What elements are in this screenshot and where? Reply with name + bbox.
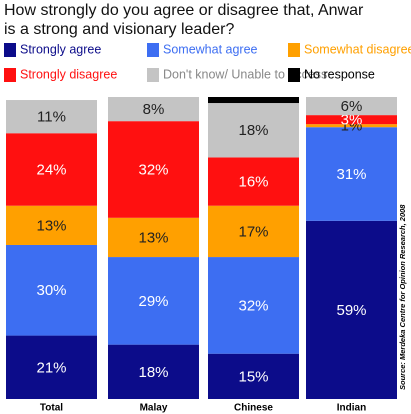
legend-label: Strongly disagree — [20, 67, 117, 81]
bar-segment — [208, 103, 299, 158]
legend-label: Strongly agree — [20, 42, 101, 56]
value-label: 30% — [36, 282, 66, 299]
bar-segment — [6, 335, 97, 399]
legend-swatch — [147, 43, 159, 57]
bar-segment — [6, 133, 97, 206]
legend-label: No response — [304, 67, 375, 81]
bar-segment — [108, 121, 199, 218]
bar-segment — [6, 244, 97, 336]
chart-title: How strongly do you agree or disagree th… — [4, 2, 364, 38]
bar-segment — [306, 220, 397, 399]
value-label: 3% — [341, 112, 363, 129]
value-label: 21% — [36, 359, 66, 376]
value-label: 11% — [37, 109, 66, 126]
value-label: 16% — [238, 174, 268, 191]
x-tick-label: Indian — [337, 403, 366, 414]
value-label: 13% — [138, 229, 168, 246]
bar-segment — [306, 124, 397, 128]
value-label: 29% — [138, 293, 168, 310]
value-label: 13% — [36, 217, 66, 234]
legend-swatch — [288, 43, 300, 57]
legend-label: Somewhat agree — [163, 42, 258, 56]
x-tick-label: Total — [40, 403, 63, 414]
bar-segment — [108, 97, 199, 122]
bar-segment — [208, 205, 299, 258]
x-tick-label: Malay — [140, 403, 168, 414]
x-tick-label: Chinese — [234, 403, 273, 414]
value-label: 18% — [138, 364, 168, 381]
bar-segment — [108, 344, 199, 399]
legend-swatch — [4, 68, 16, 82]
source: Source: Merdeka Centre for Opinion Resea… — [398, 204, 407, 390]
value-label: 24% — [36, 161, 66, 178]
value-label: 18% — [238, 122, 268, 139]
bar-segment — [208, 157, 299, 206]
bar-segment — [208, 353, 299, 399]
legend-label: Somewhat disagree — [304, 42, 411, 56]
value-label: 17% — [238, 223, 268, 240]
legend-swatch — [288, 68, 300, 82]
value-label: 8% — [143, 101, 165, 118]
legend-label: Don't know/ Unable to access — [163, 67, 327, 81]
legend-swatch — [147, 68, 159, 82]
bar-segment — [208, 97, 299, 104]
legend-swatch — [4, 43, 16, 57]
bar-segment — [108, 257, 199, 345]
bar-segment — [108, 217, 199, 258]
bar-segment — [6, 100, 97, 134]
bar-segment — [208, 257, 299, 354]
value-label: 32% — [138, 161, 168, 178]
bar-segment — [306, 97, 397, 116]
value-label: 59% — [336, 302, 366, 319]
value-label: 31% — [336, 166, 366, 183]
value-label: 32% — [238, 297, 268, 314]
bar-segment — [306, 115, 397, 125]
value-label: 6% — [341, 98, 363, 115]
value-label: 15% — [238, 368, 268, 385]
bar-segment — [6, 205, 97, 245]
bar-segment — [306, 127, 397, 221]
